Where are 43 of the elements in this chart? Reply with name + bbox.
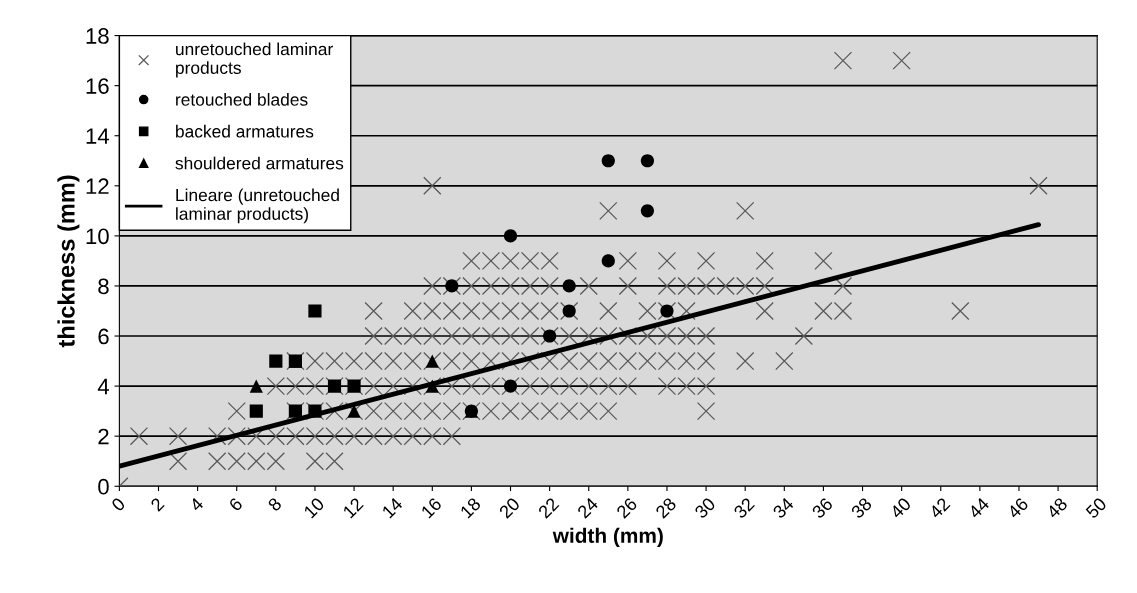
y-tick-label: 10 xyxy=(86,228,109,245)
legend-label: shouldered armatures xyxy=(175,156,344,170)
y-tick-label: 12 xyxy=(86,178,109,194)
x-axis-title: width (mm) xyxy=(552,527,663,548)
y-tick-label: 4 xyxy=(97,378,110,395)
x-tick-label: 12 xyxy=(342,496,364,519)
y-tick-label: 14 xyxy=(86,128,110,144)
legend-label: backed armatures xyxy=(176,124,314,138)
x-tick-label: 20 xyxy=(498,496,521,519)
y-tick-label: 16 xyxy=(86,78,109,94)
y-axis-title: thickness (mm) xyxy=(57,175,80,348)
x-tick-label: 6 xyxy=(228,496,244,512)
x-tick-label: 40 xyxy=(889,496,912,520)
x-tick-label: 30 xyxy=(693,496,717,520)
y-tick-label: 8 xyxy=(98,278,109,295)
x-tick-label: 50 xyxy=(1085,496,1108,520)
legend-label: unretouched laminar products xyxy=(176,42,333,78)
y-tick-label: 2 xyxy=(98,428,109,445)
x-tick-label: 16 xyxy=(420,496,443,519)
x-tick-label: 28 xyxy=(654,496,677,519)
x-tick-label: 48 xyxy=(1045,496,1069,520)
x-tick-label: 22 xyxy=(537,496,560,519)
x-tick-label: 42 xyxy=(928,496,951,520)
x-tick-label: 26 xyxy=(615,496,638,519)
x-tick-label: 32 xyxy=(732,496,756,520)
x-tick-label: 34 xyxy=(772,496,795,520)
y-tick-label: 18 xyxy=(86,28,109,44)
y-tick-label: 6 xyxy=(98,328,109,345)
x-tick-label: 8 xyxy=(267,496,283,512)
x-tick-label: 2 xyxy=(149,496,165,512)
x-tick-label: 4 xyxy=(188,496,205,513)
x-tick-label: 10 xyxy=(303,496,325,519)
y-tick-label: 0 xyxy=(98,478,109,495)
x-tick-label: 46 xyxy=(1006,496,1029,520)
legend-label: Lineare (unretouched laminar products) xyxy=(176,188,339,224)
x-tick-label: 38 xyxy=(850,496,873,520)
x-tick-label: 18 xyxy=(459,496,482,519)
x-tick-label: 0 xyxy=(110,496,126,512)
x-tick-label: 36 xyxy=(811,496,834,520)
x-tick-label: 44 xyxy=(967,496,990,520)
legend-label: retouched blades xyxy=(176,93,308,106)
x-tick-label: 24 xyxy=(576,496,599,519)
x-tick-label: 14 xyxy=(381,496,404,519)
